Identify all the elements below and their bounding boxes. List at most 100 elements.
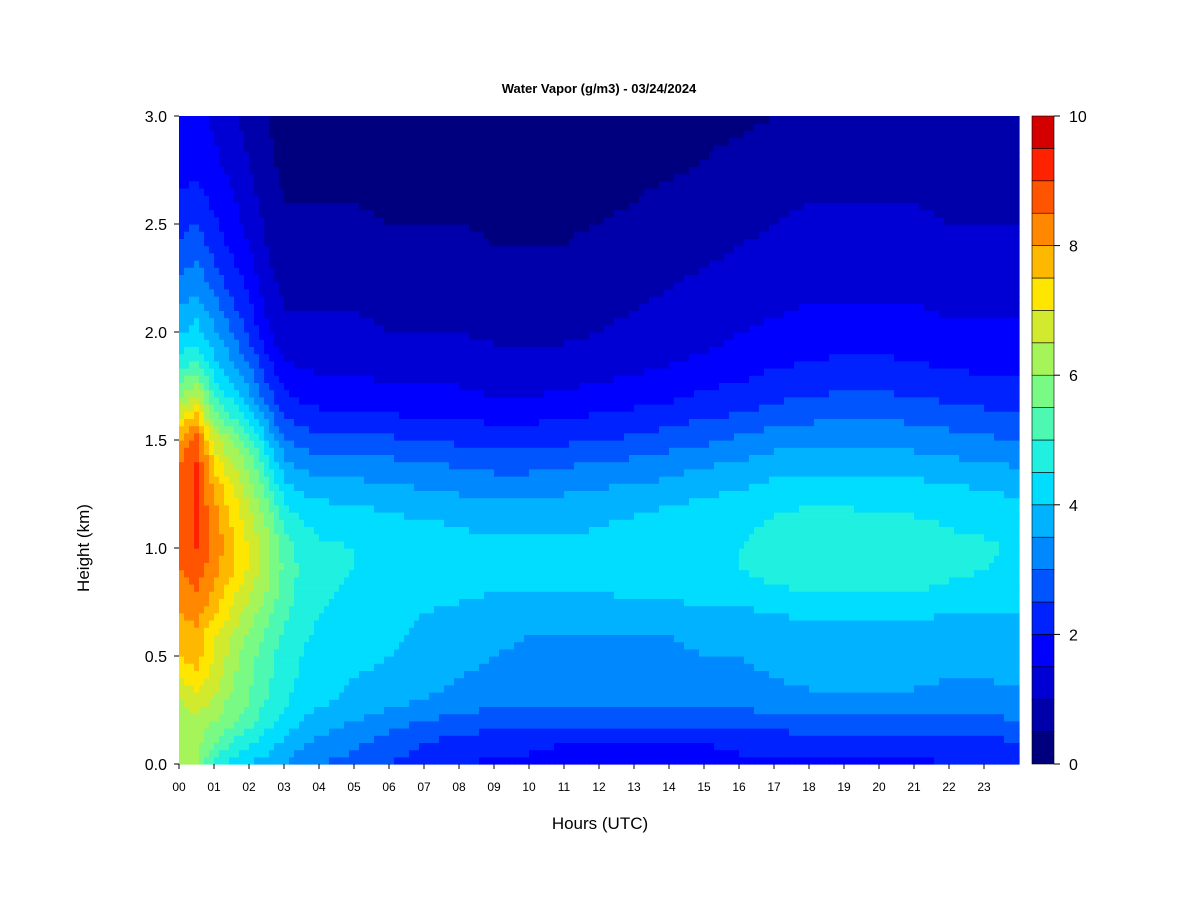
heatmap-cell xyxy=(224,620,230,628)
heatmap-cell xyxy=(204,296,210,304)
heatmap-cell xyxy=(309,303,315,311)
heatmap-cell xyxy=(369,605,375,614)
heatmap-cell xyxy=(374,454,380,463)
heatmap-cell xyxy=(294,612,300,621)
heatmap-cell xyxy=(219,281,225,290)
heatmap-cell xyxy=(369,468,375,477)
heatmap-cell xyxy=(389,742,395,751)
heatmap-cell xyxy=(224,202,230,211)
heatmap-cell xyxy=(224,656,230,664)
heatmap-cell xyxy=(184,504,190,513)
heatmap-cell xyxy=(189,188,195,196)
heatmap-cell xyxy=(259,310,265,319)
heatmap-cell xyxy=(394,605,400,614)
heatmap-cell xyxy=(434,447,440,455)
heatmap-cell xyxy=(319,360,325,369)
heatmap-cell xyxy=(204,742,210,751)
heatmap-cell xyxy=(309,663,315,671)
heatmap-cell xyxy=(439,548,445,556)
heatmap-cell xyxy=(284,144,290,153)
heatmap-cell xyxy=(284,332,290,340)
heatmap-cell xyxy=(374,663,380,671)
heatmap-cell xyxy=(359,123,365,131)
heatmap-cell xyxy=(384,195,390,203)
heatmap-cell xyxy=(264,166,270,175)
heatmap-cell xyxy=(319,440,325,448)
heatmap-cell xyxy=(299,706,305,715)
heatmap-cell xyxy=(239,382,245,391)
heatmap-cell xyxy=(444,360,450,369)
heatmap-cell xyxy=(294,684,300,693)
heatmap-cell xyxy=(399,634,405,643)
heatmap-cell xyxy=(229,288,235,297)
heatmap-cell xyxy=(349,641,355,650)
heatmap-cell xyxy=(194,533,200,542)
heatmap-cell xyxy=(429,202,435,211)
heatmap-cell xyxy=(334,368,340,376)
heatmap-cell xyxy=(364,706,370,715)
heatmap-cell xyxy=(434,569,440,578)
heatmap-cell xyxy=(184,382,190,391)
heatmap-cell xyxy=(184,512,190,520)
heatmap-cell xyxy=(399,353,405,362)
heatmap-cell xyxy=(294,404,300,412)
heatmap-cell xyxy=(374,576,380,585)
heatmap-cell xyxy=(304,584,310,592)
heatmap-cell xyxy=(184,490,190,499)
heatmap-cell xyxy=(249,346,255,355)
heatmap-cell xyxy=(454,483,460,491)
heatmap-cell xyxy=(199,396,205,405)
heatmap-cell xyxy=(204,454,210,463)
heatmap-cell xyxy=(219,476,225,484)
heatmap-cell xyxy=(289,274,295,283)
heatmap-cell xyxy=(234,598,240,607)
heatmap-cell xyxy=(214,476,220,484)
heatmap-cell xyxy=(239,432,245,441)
heatmap-cell xyxy=(374,490,380,499)
heatmap-cell xyxy=(449,548,455,556)
heatmap-cell xyxy=(444,130,450,139)
heatmap-cell xyxy=(424,699,430,707)
heatmap-cell xyxy=(314,195,320,203)
heatmap-cell xyxy=(224,317,230,326)
heatmap-cell xyxy=(444,346,450,355)
heatmap-cell xyxy=(364,389,370,398)
heatmap-cell xyxy=(234,180,240,189)
heatmap-cell xyxy=(424,641,430,650)
heatmap-cell xyxy=(379,728,385,736)
heatmap-cell xyxy=(314,692,320,700)
heatmap-cell xyxy=(234,130,240,139)
heatmap-cell xyxy=(229,663,235,671)
heatmap-cell xyxy=(339,533,345,542)
heatmap-cell xyxy=(344,317,350,326)
heatmap-cell xyxy=(189,454,195,463)
heatmap-cell xyxy=(329,296,335,304)
heatmap-cell xyxy=(219,252,225,261)
heatmap-cell xyxy=(324,461,330,470)
heatmap-cell xyxy=(209,540,215,549)
heatmap-cell xyxy=(254,692,260,700)
heatmap-cell xyxy=(244,497,250,506)
heatmap-cell xyxy=(314,231,320,239)
heatmap-cell xyxy=(189,195,195,203)
heatmap-cell xyxy=(324,656,330,664)
heatmap-cell xyxy=(454,713,460,722)
heatmap-cell xyxy=(384,418,390,427)
heatmap-cell xyxy=(269,684,275,693)
heatmap-cell xyxy=(429,490,435,499)
heatmap-cell xyxy=(434,742,440,751)
heatmap-cell xyxy=(264,411,270,419)
heatmap-cell xyxy=(424,123,430,131)
heatmap-cell xyxy=(444,598,450,607)
heatmap-cell xyxy=(244,382,250,391)
heatmap-cell xyxy=(384,648,390,657)
heatmap-cell xyxy=(339,749,345,758)
heatmap-cell xyxy=(199,144,205,153)
heatmap-cell xyxy=(434,684,440,693)
heatmap-cell xyxy=(264,476,270,484)
heatmap-cell xyxy=(424,620,430,628)
heatmap-cell xyxy=(324,584,330,592)
heatmap-cell xyxy=(449,418,455,427)
heatmap-cell xyxy=(439,303,445,311)
heatmap-cell xyxy=(254,612,260,621)
